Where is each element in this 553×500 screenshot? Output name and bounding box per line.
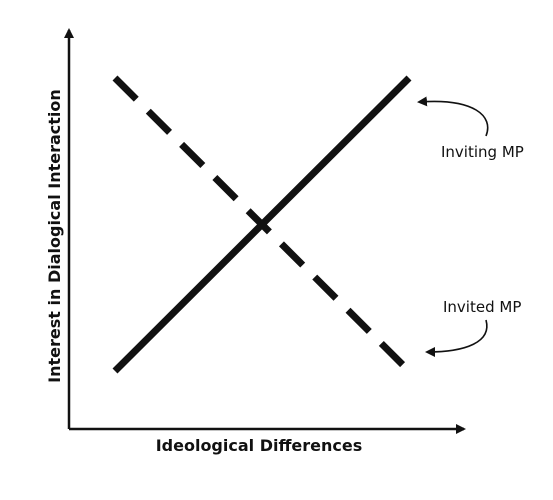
invited-mp-callout-arrow [425,319,488,357]
inviting-mp-callout-arrow [417,96,489,137]
invited-mp-label: Invited MP [443,298,521,316]
inviting-mp-label: Inviting MP [441,143,524,161]
y-axis-label: Interest in Dialogical Interaction [45,89,64,383]
x-axis-label: Ideological Differences [156,436,363,455]
invited-mp-line [112,75,412,374]
